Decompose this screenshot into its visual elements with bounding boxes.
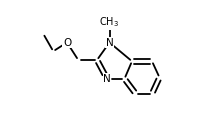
Text: N: N (106, 38, 113, 48)
Text: CH$_3$: CH$_3$ (99, 16, 120, 29)
Text: N: N (103, 74, 111, 84)
Text: O: O (63, 38, 71, 48)
